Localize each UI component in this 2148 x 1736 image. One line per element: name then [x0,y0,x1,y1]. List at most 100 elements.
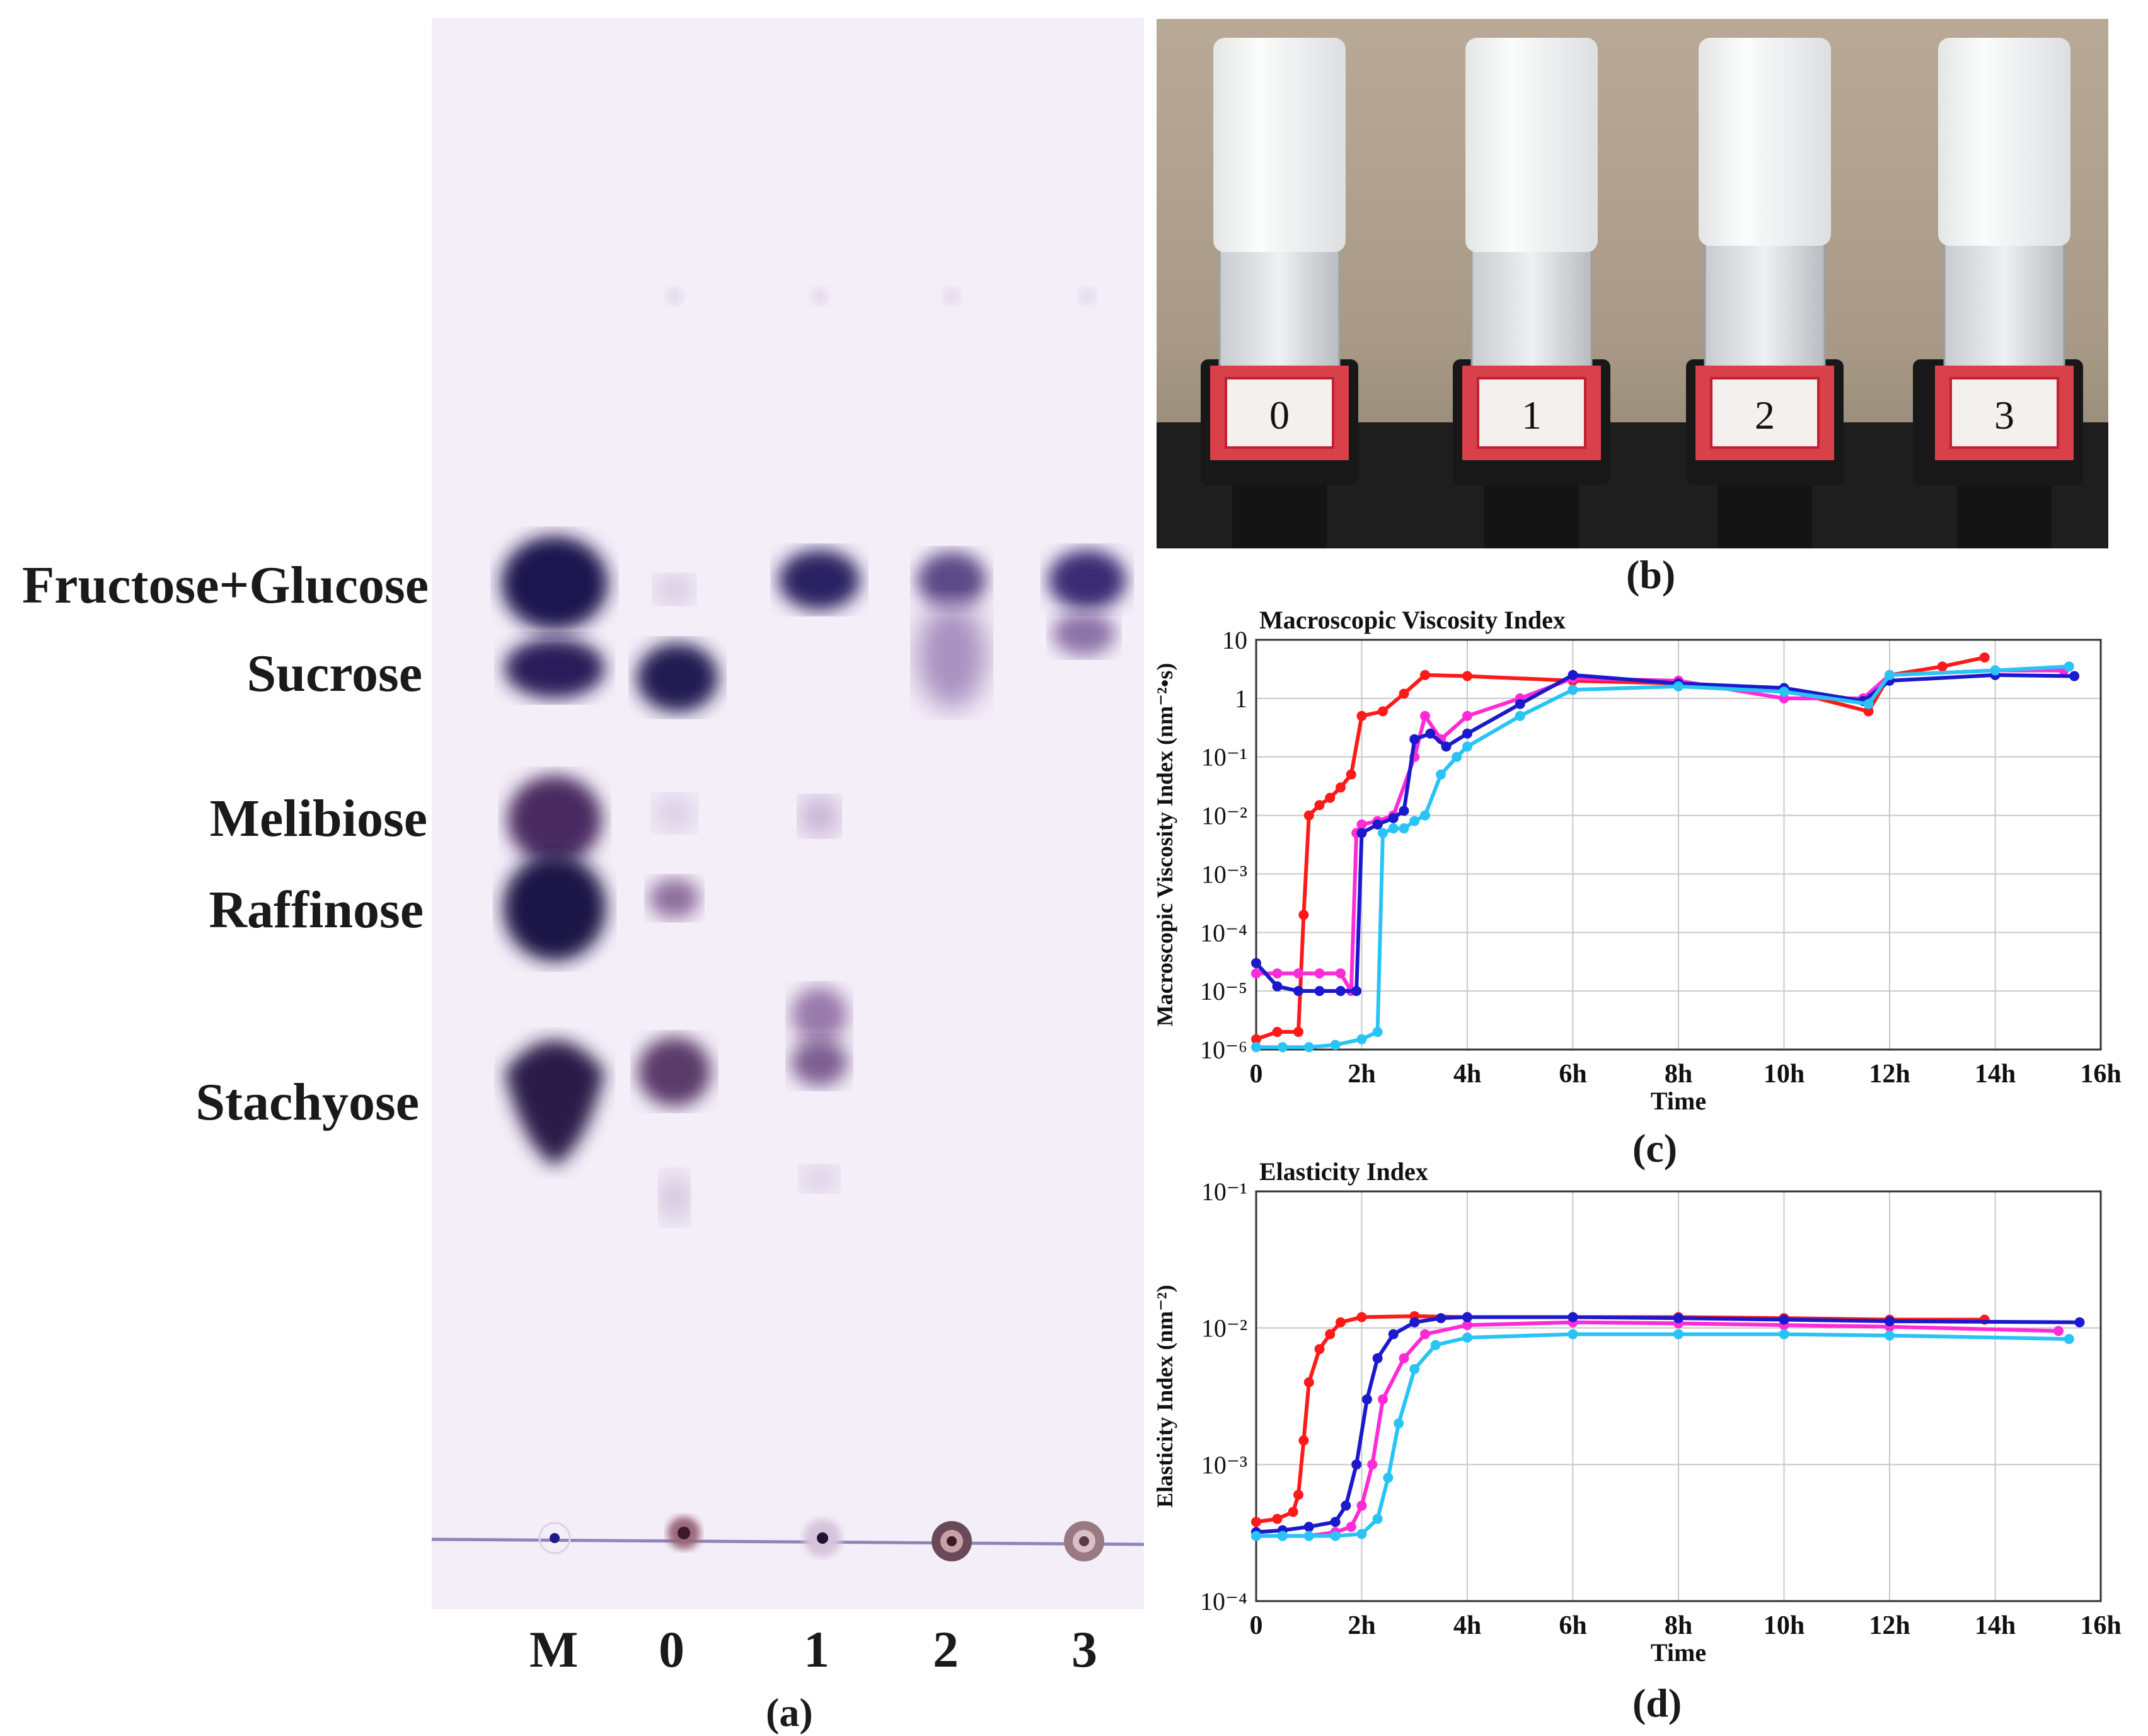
series-2 [1251,1312,2085,1537]
x-axis-label: Time [1651,1638,1706,1667]
vial [1453,38,1610,548]
data-point [2053,1326,2064,1336]
data-point [1346,769,1356,780]
data-point [1298,1435,1309,1446]
data-point [1779,1329,1789,1340]
data-point [1462,1320,1472,1331]
vial-label-inner [1949,377,2059,449]
viscosity-chart: 0 2h 4h 6h 8h 10h 12h 14h 16h 10⁻⁶ 10⁻⁵ 10⁻⁴ 10⁻³ 10⁻… [1152,606,2122,1115]
lane-label-3: 3 [1071,1621,1097,1678]
data-point [1351,1459,1362,1470]
tlc-spot [1048,550,1126,610]
y-axis-label: Macroscopic Viscosity Index (nm⁻²•s) [1152,663,1177,1027]
data-point [1272,981,1283,992]
data-point [1409,1363,1420,1374]
caption-b: (b) [1626,552,1676,597]
data-point [1341,1500,1351,1511]
series-line [1256,1332,2069,1538]
data-point [1383,1473,1394,1483]
data-point [2069,671,2080,681]
data-point [1568,1329,1578,1340]
tlc-origin-spot [1079,1536,1089,1546]
data-point [1277,1531,1288,1541]
data-point [1293,1490,1303,1500]
tlc-spot [661,1172,688,1223]
data-point [1251,968,1261,979]
data-point [1314,800,1325,811]
data-point [1330,1039,1341,1050]
data-point [1420,669,1430,680]
data-point [1779,1314,1789,1325]
data-point [1462,1332,1472,1343]
data-point [1436,769,1446,780]
data-point [1251,1034,1261,1044]
x-tick-label: 10h [1764,1611,1804,1640]
data-point [1420,710,1430,721]
tlc-spot [800,797,838,835]
tlc-spot [917,602,986,709]
tlc-origin-spot [817,1532,828,1544]
data-point [1346,1522,1356,1532]
y-tick-label: 10⁻⁴ [1200,1587,1247,1616]
data-point [1356,1034,1367,1044]
data-point [1314,986,1325,997]
x-tick-label: 6h [1559,1611,1586,1640]
tlc-origin-spot [678,1527,690,1539]
data-point [1515,710,1525,721]
series-line [1254,673,2075,993]
data-point [1420,810,1430,821]
data-point [1378,828,1388,838]
tlc-spot [778,550,860,610]
data-point [1303,1522,1314,1532]
data-point [1568,685,1578,695]
y-tick-label: 10 [1222,626,1247,654]
x-tick-label: 0 [1250,1060,1263,1089]
y-tick-label: 10⁻² [1201,802,1247,830]
data-point [1399,688,1409,699]
data-point [1430,1340,1441,1350]
caption-d: (d) [1632,1681,1682,1725]
lane-label-0: 0 [659,1621,684,1678]
tlc-spot [802,1166,837,1191]
data-point [1251,958,1261,968]
data-point [1979,652,1990,663]
data-point [1937,661,1948,672]
data-point [1425,728,1436,739]
data-point [1673,1313,1683,1324]
data-point [1336,1317,1346,1328]
tlc-spot [507,775,602,864]
data-point [1336,968,1346,979]
tlc-origin-spot [550,1533,560,1543]
y-tick-label: 10⁻¹ [1201,1178,1247,1206]
lane-label-m: M [529,1621,579,1678]
y-tick-label: 10⁻³ [1201,1450,1247,1479]
data-point [1251,1531,1261,1541]
data-point [1568,669,1578,680]
data-point [1272,1027,1283,1038]
data-point [2074,1317,2085,1328]
data-point [1462,1312,1472,1322]
data-point [1568,1312,1578,1322]
data-point [2064,661,2074,672]
data-point [1314,968,1325,979]
tlc-spot [655,576,693,603]
tlc-spot [791,1038,848,1086]
lane-label-1: 1 [804,1621,829,1678]
tlc-origin-spot [947,1536,957,1546]
vial-label-inner [1477,377,1586,449]
data-point [1399,1353,1409,1363]
data-point [1399,806,1409,816]
vial-glass [1470,238,1593,379]
data-point [1462,741,1472,752]
data-point [1372,1027,1383,1038]
y-tick-label: 10⁻² [1201,1314,1247,1343]
data-point [1436,1313,1446,1324]
data-point [1356,1529,1367,1539]
y-tick-label: 10⁻⁴ [1200,918,1247,947]
data-point [1394,1418,1404,1429]
data-point [1462,710,1472,721]
data-point [2064,1334,2074,1345]
data-point [1356,1312,1367,1322]
data-point [1452,751,1462,762]
data-point [1409,1317,1420,1328]
